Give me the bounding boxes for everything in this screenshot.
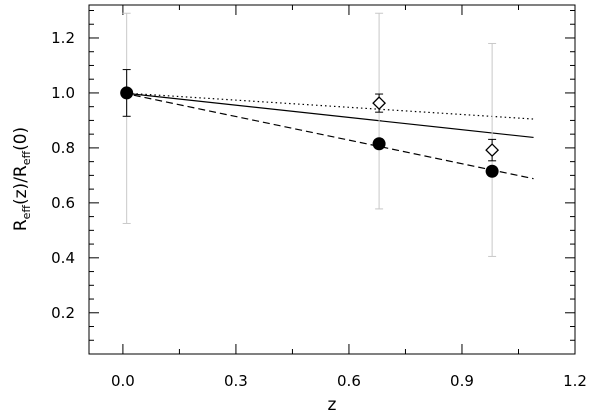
dashed-fit-line xyxy=(122,92,534,180)
ticks xyxy=(89,5,576,355)
x-tick-label: 0.6 xyxy=(337,372,361,390)
y-tick-label: 1.0 xyxy=(51,84,75,102)
x-tick-label: 0.3 xyxy=(224,372,248,390)
dotted-fit-line xyxy=(122,92,534,120)
y-tick-label: 0.8 xyxy=(51,139,75,157)
filled-circle-marker xyxy=(485,164,499,178)
solid-fit-line xyxy=(122,92,534,139)
open-diamond-marker xyxy=(485,143,500,158)
fit-lines xyxy=(122,92,534,180)
data-points xyxy=(120,86,500,178)
filled-circle-marker xyxy=(372,137,386,151)
filled-circle-marker xyxy=(120,86,134,100)
plot-frame xyxy=(88,4,576,355)
y-tick-label: 0.6 xyxy=(51,194,75,212)
y-axis-label: Reff(z)/Reff(0) xyxy=(11,127,33,231)
x-tick-label: 1.2 xyxy=(563,372,587,390)
open-diamond-marker xyxy=(372,96,387,111)
y-tick-label: 1.2 xyxy=(51,29,75,47)
error-bars xyxy=(122,12,497,257)
x-axis-label: z xyxy=(328,395,337,415)
y-tick-label: 0.2 xyxy=(51,304,75,322)
x-tick-label: 0.9 xyxy=(450,372,474,390)
y-tick-label: 0.4 xyxy=(51,249,75,267)
x-tick-label: 0.0 xyxy=(111,372,135,390)
tick-labels: 0.0 0.3 0.6 0.9 1.2 0.2 0.4 0.6 0.8 1.0 1.2 xyxy=(51,29,587,390)
